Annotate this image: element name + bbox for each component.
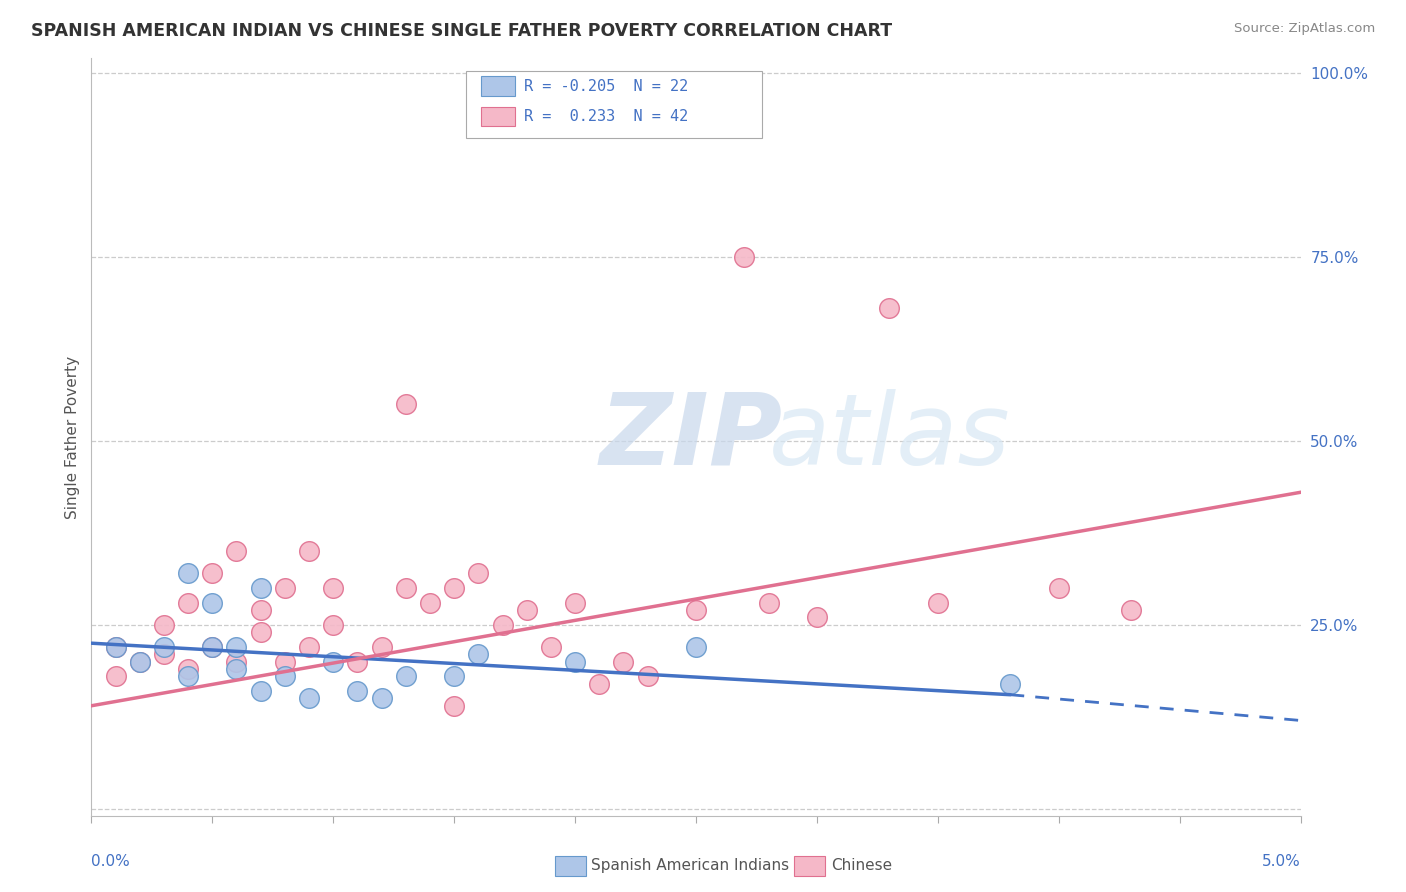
Text: atlas: atlas xyxy=(769,389,1010,485)
Point xyxy=(225,655,247,669)
Point xyxy=(443,581,465,595)
Point xyxy=(346,684,368,698)
Point xyxy=(395,397,418,411)
Point xyxy=(443,698,465,713)
Point xyxy=(758,596,780,610)
Point xyxy=(346,655,368,669)
Text: 5.0%: 5.0% xyxy=(1261,855,1301,869)
Point xyxy=(395,669,418,683)
Point xyxy=(201,596,224,610)
Point xyxy=(927,596,949,610)
FancyBboxPatch shape xyxy=(481,76,515,96)
Point xyxy=(588,676,610,690)
Point xyxy=(516,603,538,617)
Point xyxy=(274,655,297,669)
Point xyxy=(685,640,707,654)
Point xyxy=(1121,603,1143,617)
Point xyxy=(491,617,513,632)
Point xyxy=(274,669,297,683)
Point xyxy=(685,603,707,617)
Point xyxy=(370,640,392,654)
Text: R = -0.205  N = 22: R = -0.205 N = 22 xyxy=(524,78,689,94)
Point xyxy=(201,640,224,654)
Point xyxy=(177,566,200,581)
Point xyxy=(395,581,418,595)
Point xyxy=(153,647,176,661)
Text: Source: ZipAtlas.com: Source: ZipAtlas.com xyxy=(1234,22,1375,36)
Text: SPANISH AMERICAN INDIAN VS CHINESE SINGLE FATHER POVERTY CORRELATION CHART: SPANISH AMERICAN INDIAN VS CHINESE SINGL… xyxy=(31,22,891,40)
Point xyxy=(249,603,271,617)
Point xyxy=(225,640,247,654)
FancyBboxPatch shape xyxy=(467,70,762,137)
Point xyxy=(322,655,344,669)
FancyBboxPatch shape xyxy=(481,106,515,126)
Point xyxy=(298,544,321,558)
Point xyxy=(806,610,828,624)
Text: Spanish American Indians: Spanish American Indians xyxy=(591,858,789,872)
Point xyxy=(201,640,224,654)
Point xyxy=(249,581,271,595)
Point xyxy=(637,669,659,683)
Point xyxy=(177,596,200,610)
Point xyxy=(419,596,441,610)
Text: 0.0%: 0.0% xyxy=(91,855,131,869)
Point xyxy=(177,669,200,683)
Point xyxy=(225,662,247,676)
Point xyxy=(467,566,489,581)
Point xyxy=(225,544,247,558)
Point xyxy=(1047,581,1070,595)
Point xyxy=(467,647,489,661)
Y-axis label: Single Father Poverty: Single Father Poverty xyxy=(65,356,80,518)
Point xyxy=(298,640,321,654)
Point xyxy=(104,640,127,654)
Point xyxy=(104,669,127,683)
Text: Chinese: Chinese xyxy=(831,858,891,872)
Point xyxy=(443,669,465,683)
Point xyxy=(733,250,755,264)
Point xyxy=(128,655,150,669)
Point xyxy=(540,640,562,654)
Point xyxy=(564,655,586,669)
Text: R =  0.233  N = 42: R = 0.233 N = 42 xyxy=(524,109,689,124)
Point xyxy=(274,581,297,595)
Point xyxy=(104,640,127,654)
Point xyxy=(128,655,150,669)
Point xyxy=(298,691,321,706)
Point xyxy=(249,625,271,640)
Point xyxy=(153,640,176,654)
Point xyxy=(153,617,176,632)
Text: ZIP: ZIP xyxy=(599,389,782,485)
Point xyxy=(612,655,634,669)
Point xyxy=(564,596,586,610)
Point xyxy=(370,691,392,706)
Point xyxy=(322,617,344,632)
Point xyxy=(177,662,200,676)
Point xyxy=(879,301,901,316)
Point xyxy=(201,566,224,581)
Point xyxy=(1000,676,1022,690)
Point xyxy=(249,684,271,698)
Point xyxy=(322,581,344,595)
